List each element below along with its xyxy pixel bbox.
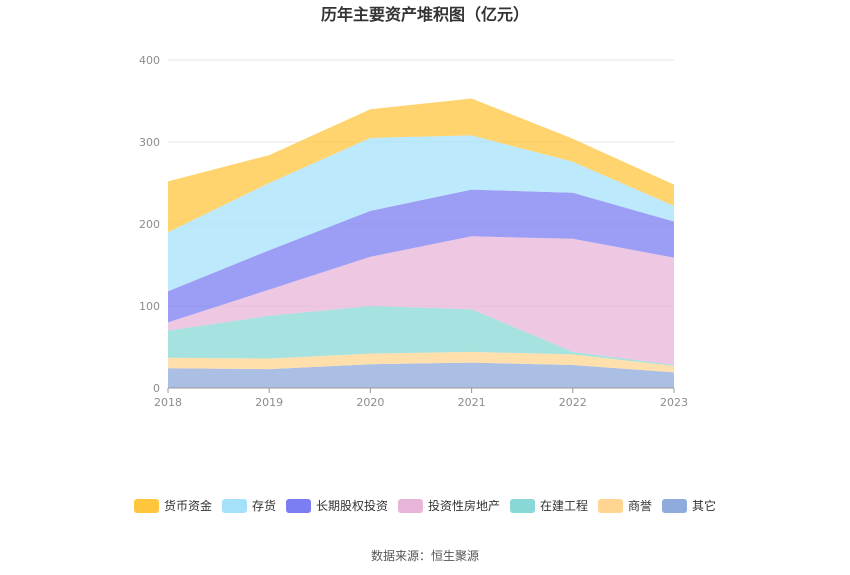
legend-label: 存货 xyxy=(252,498,276,513)
x-tick-label: 2020 xyxy=(356,396,384,409)
area-长期股权投资 xyxy=(168,189,674,323)
legend-label: 其它 xyxy=(692,498,716,513)
area-series xyxy=(168,98,674,388)
x-tick-label: 2018 xyxy=(154,396,182,409)
legend-swatch xyxy=(134,499,159,513)
y-tick-label: 400 xyxy=(139,54,160,67)
y-tick-label: 200 xyxy=(139,218,160,231)
legend-swatch xyxy=(222,499,247,513)
legend-swatch xyxy=(398,499,423,513)
legend-swatch xyxy=(510,499,535,513)
x-tick-label: 2021 xyxy=(458,396,486,409)
legend-label: 商誉 xyxy=(628,498,652,513)
legend-label: 长期股权投资 xyxy=(316,498,388,513)
legend: 货币资金 存货 长期股权投资 投资性房地产 在建工程 商誉 其它 xyxy=(134,498,716,513)
x-tick-label: 2019 xyxy=(255,396,283,409)
source-label: 数据来源：恒生聚源 xyxy=(371,548,479,563)
y-tick-label: 300 xyxy=(139,136,160,149)
area-在建工程 xyxy=(168,306,674,366)
area-商誉 xyxy=(168,351,674,373)
area-其它 xyxy=(168,362,674,388)
legend-label: 在建工程 xyxy=(540,498,588,513)
x-tick-label: 2022 xyxy=(559,396,587,409)
area-存货 xyxy=(168,135,674,292)
legend-label: 投资性房地产 xyxy=(428,498,500,513)
x-tick-label: 2023 xyxy=(660,396,688,409)
chart-title: 历年主要资产堆积图（亿元） xyxy=(321,5,529,24)
area-投资性房地产 xyxy=(168,236,674,365)
legend-swatch xyxy=(286,499,311,513)
legend-swatch xyxy=(662,499,687,513)
y-tick-label: 100 xyxy=(139,300,160,313)
axes: 0 100 200 300 400 2018 2019 2020 2021 2022 2023 xyxy=(139,54,688,409)
legend-label: 货币资金 xyxy=(164,498,212,513)
area-货币资金 xyxy=(168,98,674,233)
y-tick-label: 0 xyxy=(153,382,160,395)
legend-swatch xyxy=(598,499,623,513)
